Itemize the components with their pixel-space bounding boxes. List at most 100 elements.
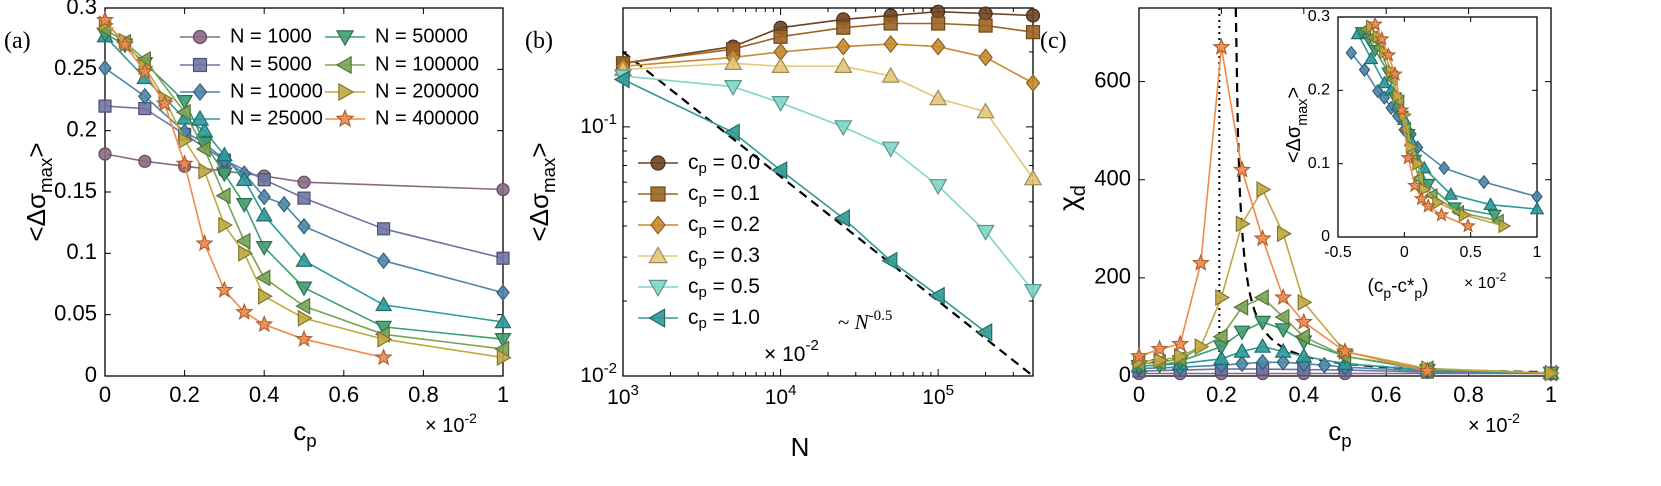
data-point bbox=[1129, 346, 1149, 365]
data-point bbox=[1233, 342, 1251, 358]
data-point bbox=[771, 56, 790, 74]
data-point bbox=[198, 162, 214, 180]
legend-item: N = 50000 bbox=[325, 25, 468, 47]
data-point bbox=[928, 89, 948, 106]
legend-item: N = 400000 bbox=[325, 107, 479, 129]
data-point bbox=[1377, 75, 1392, 89]
legend-marker bbox=[192, 82, 208, 102]
y-tick-label: 0.25 bbox=[54, 55, 97, 80]
series-line bbox=[622, 10, 1034, 65]
data-point bbox=[235, 232, 251, 250]
panel-a: (a) 0 0.2 0.4 0.6 0.8 1 0 0.05 0.1 0.15 0.2 0.25 0.3 c… bbox=[4, 0, 512, 451]
data-point bbox=[215, 146, 233, 162]
data-point bbox=[138, 87, 152, 105]
data-point bbox=[1393, 101, 1410, 117]
series-n-400000 bbox=[1367, 16, 1476, 233]
data-point bbox=[1274, 287, 1293, 306]
series-line bbox=[104, 28, 504, 350]
data-point bbox=[195, 233, 214, 252]
legend-label: N = 25000 bbox=[230, 107, 323, 129]
data-point bbox=[255, 314, 274, 333]
data-point bbox=[1387, 65, 1403, 81]
y-tick-label: 0.05 bbox=[54, 300, 97, 325]
data-point bbox=[881, 141, 900, 158]
data-point bbox=[1363, 51, 1379, 65]
data-point bbox=[976, 224, 995, 241]
data-point bbox=[1276, 353, 1290, 371]
legend-marker bbox=[190, 109, 210, 126]
legend-marker bbox=[648, 246, 668, 264]
data-point bbox=[1317, 356, 1332, 374]
x-tick-label: 0.4 bbox=[1289, 382, 1320, 407]
legend-label: cp = 1.0 bbox=[688, 306, 760, 332]
fit-line bbox=[622, 51, 1034, 377]
data-point bbox=[195, 121, 214, 137]
data-point bbox=[98, 59, 112, 77]
data-point bbox=[1191, 253, 1210, 271]
x-tick-label: 0.4 bbox=[249, 382, 280, 407]
data-point bbox=[1529, 201, 1545, 215]
data-point bbox=[1212, 37, 1231, 55]
data-point bbox=[295, 297, 311, 315]
data-point bbox=[1232, 160, 1252, 178]
data-point bbox=[978, 6, 993, 21]
legend-item: N = 1000 bbox=[180, 25, 312, 47]
data-point bbox=[215, 187, 231, 205]
data-point bbox=[1407, 177, 1423, 193]
data-point bbox=[1295, 347, 1313, 363]
data-point bbox=[1171, 334, 1190, 352]
data-point bbox=[1215, 288, 1231, 307]
data-point bbox=[1153, 351, 1169, 369]
data-point bbox=[773, 29, 788, 44]
data-point bbox=[1400, 149, 1417, 165]
legend-marker bbox=[192, 29, 208, 45]
data-point bbox=[294, 329, 314, 347]
series-line bbox=[622, 43, 1034, 84]
legend-label: N = 400000 bbox=[375, 107, 479, 129]
data-point bbox=[235, 170, 253, 186]
legend-marker bbox=[335, 108, 355, 128]
data-point bbox=[1253, 288, 1269, 307]
data-point bbox=[723, 53, 743, 71]
legend-item: cp = 0.1 bbox=[638, 182, 760, 208]
data-point bbox=[1487, 209, 1502, 223]
data-point bbox=[978, 48, 993, 67]
data-point bbox=[833, 209, 851, 228]
data-point bbox=[98, 99, 112, 113]
data-point bbox=[834, 120, 853, 137]
data-point bbox=[1432, 195, 1446, 210]
legend-item: N = 100000 bbox=[325, 53, 479, 75]
data-point bbox=[1345, 45, 1358, 61]
data-point bbox=[1023, 169, 1043, 186]
legend-marker bbox=[648, 308, 666, 328]
series-c-p-0-3 bbox=[613, 53, 1043, 186]
series-n-400000 bbox=[1129, 37, 1437, 379]
x-tick-label: -0.5 bbox=[1324, 244, 1352, 261]
data-point bbox=[1380, 46, 1397, 62]
data-point bbox=[1025, 8, 1041, 23]
data-point bbox=[297, 309, 313, 327]
legend-label: cp = 0.1 bbox=[688, 182, 760, 208]
data-point bbox=[1233, 325, 1251, 341]
data-point bbox=[976, 322, 993, 342]
x-tick-label: 0 bbox=[1133, 382, 1145, 407]
data-point bbox=[1544, 364, 1560, 382]
panel-label: (c) bbox=[1040, 28, 1067, 54]
data-point bbox=[1276, 225, 1292, 243]
data-point bbox=[1254, 315, 1272, 331]
inset-y-axis-label: <Δσmax> bbox=[1283, 87, 1311, 163]
legend-marker bbox=[338, 82, 355, 102]
y-tick-label: 200 bbox=[1094, 264, 1131, 289]
data-point bbox=[95, 10, 115, 28]
y-tick-label: 0.2 bbox=[1308, 82, 1330, 99]
x-tick-label: 0.8 bbox=[408, 382, 439, 407]
x-tick-label: 1 bbox=[1533, 244, 1542, 261]
y-axis-label: <Δσmax> bbox=[21, 142, 56, 241]
data-point bbox=[881, 66, 900, 83]
y-tick-label: 600 bbox=[1094, 67, 1131, 92]
data-point bbox=[1274, 308, 1290, 326]
data-point bbox=[928, 286, 945, 305]
panel-label: (a) bbox=[4, 28, 31, 54]
data-point bbox=[218, 216, 234, 234]
data-point bbox=[1173, 347, 1189, 365]
